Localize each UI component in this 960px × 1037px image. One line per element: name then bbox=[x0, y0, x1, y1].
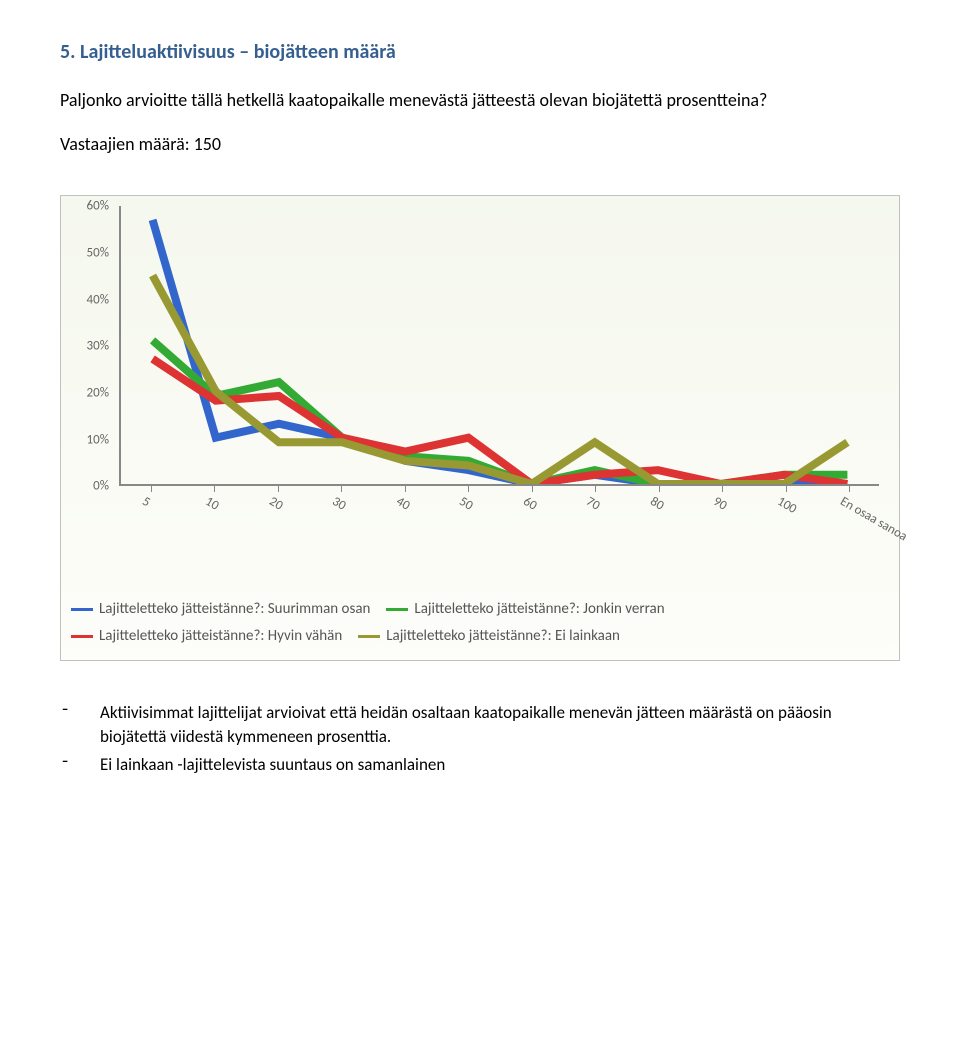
bullet-text: Ei lainkaan -lajittelevista suuntaus on … bbox=[100, 753, 445, 777]
question-text: Paljonko arvioitte tällä hetkellä kaatop… bbox=[60, 88, 900, 113]
x-tick: 90 bbox=[711, 494, 730, 514]
y-tick: 60% bbox=[87, 199, 109, 214]
legend-swatch bbox=[358, 635, 380, 638]
legend-item: Lajitteletteko jätteistänne?: Hyvin vähä… bbox=[71, 623, 342, 650]
legend-label: Lajitteletteko jätteistänne?: Suurimman … bbox=[99, 600, 370, 618]
legend-item: Lajitteletteko jätteistänne?: Suurimman … bbox=[71, 596, 370, 623]
bullet-dash: - bbox=[60, 701, 100, 749]
y-tick: 20% bbox=[87, 385, 109, 400]
x-tick: 5 bbox=[139, 494, 152, 510]
legend-label: Lajitteletteko jätteistänne?: Hyvin vähä… bbox=[99, 627, 342, 645]
chart-series-line bbox=[153, 220, 848, 484]
x-tick: 50 bbox=[457, 494, 476, 514]
x-tick: 30 bbox=[330, 494, 349, 514]
x-tick: 80 bbox=[647, 494, 666, 514]
x-tick: En osaa sanoa bbox=[838, 494, 910, 544]
y-tick: 30% bbox=[87, 339, 109, 354]
legend-label: Lajitteletteko jätteistänne?: Ei lainkaa… bbox=[386, 627, 620, 645]
x-tick: 100 bbox=[774, 494, 799, 517]
chart-legend: Lajitteletteko jätteistänne?: Suurimman … bbox=[71, 596, 879, 650]
line-chart: 0% 10% 20% 30% 40% 50% 60% 5 10 20 30 40 50 60 70 80 90… bbox=[60, 195, 900, 661]
legend-swatch bbox=[71, 608, 93, 611]
y-tick: 10% bbox=[87, 432, 109, 447]
y-tick: 50% bbox=[87, 245, 109, 260]
chart-series-line bbox=[153, 276, 848, 485]
legend-swatch bbox=[71, 635, 93, 638]
respondent-count: Vastaajien määrä: 150 bbox=[60, 133, 900, 155]
bullet-text: Aktiivisimmat lajittelijat arvioivat ett… bbox=[100, 701, 900, 749]
bullet-list: -Aktiivisimmat lajittelijat arvioivat et… bbox=[60, 701, 900, 776]
x-tick: 20 bbox=[266, 494, 285, 514]
legend-item: Lajitteletteko jätteistänne?: Jonkin ver… bbox=[386, 596, 664, 623]
bullet-item: -Aktiivisimmat lajittelijat arvioivat et… bbox=[60, 701, 900, 749]
bullet-item: -Ei lainkaan -lajittelevista suuntaus on… bbox=[60, 753, 900, 777]
legend-item: Lajitteletteko jätteistänne?: Ei lainkaa… bbox=[358, 623, 620, 650]
legend-swatch bbox=[386, 608, 408, 611]
bullet-dash: - bbox=[60, 753, 100, 777]
x-tick: 70 bbox=[584, 494, 603, 514]
x-tick: 40 bbox=[393, 494, 412, 514]
section-heading: 5. Lajitteluaktiivisuus – biojätteen mää… bbox=[60, 40, 900, 64]
legend-label: Lajitteletteko jätteistänne?: Jonkin ver… bbox=[414, 600, 664, 618]
x-tick: 10 bbox=[203, 494, 222, 514]
y-tick: 40% bbox=[87, 292, 109, 307]
x-tick: 60 bbox=[520, 494, 539, 514]
y-tick: 0% bbox=[93, 479, 109, 494]
